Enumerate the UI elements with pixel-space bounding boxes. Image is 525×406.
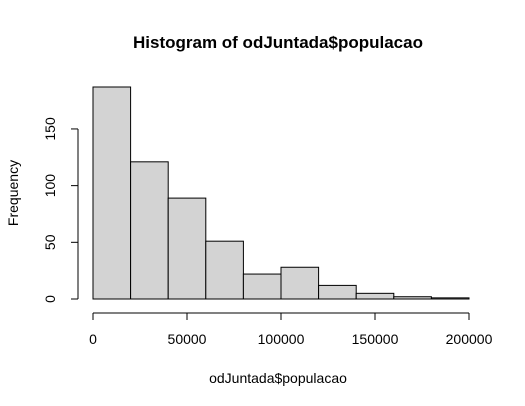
histogram-bar-7 (318, 284, 357, 300)
x-tick-label: 150000 (352, 331, 399, 347)
y-axis-label: Frequency (5, 160, 21, 226)
y-axis: 0 50 100 150 (42, 117, 79, 303)
histogram-bar-2 (130, 161, 169, 300)
y-tick-label: 150 (42, 117, 58, 141)
y-tick-label: 50 (42, 234, 58, 250)
y-tick-label: 0 (42, 295, 58, 303)
histogram-bar-8 (355, 292, 395, 300)
y-tick-label: 100 (42, 174, 58, 198)
x-tick-label: 200000 (446, 331, 493, 347)
histogram-bar-5 (242, 273, 282, 300)
histogram-bar-1 (92, 86, 132, 300)
histogram-bar-10 (430, 297, 470, 300)
x-axis: 0 50000 100000 150000 200000 (89, 312, 493, 347)
histogram-bars (92, 86, 470, 300)
x-tick-label: 50000 (168, 331, 207, 347)
histogram-bar-9 (393, 296, 432, 300)
histogram-bar-4 (205, 240, 244, 300)
histogram-bar-3 (167, 197, 207, 300)
histogram-bar-6 (280, 266, 320, 300)
x-axis-label: odJuntada$populacao (209, 370, 347, 386)
x-tick-label: 0 (89, 331, 97, 347)
chart-title: Histogram of odJuntada$populacao (133, 33, 423, 52)
x-tick-label: 100000 (258, 331, 305, 347)
